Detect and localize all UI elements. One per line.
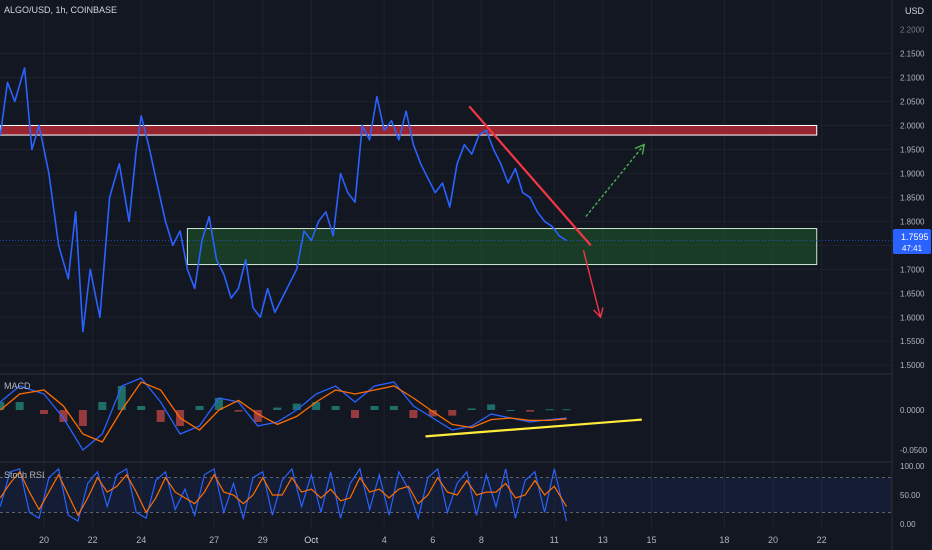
macd-histogram-bar [98,402,107,410]
macd-histogram-bar [487,404,496,410]
price-tick-label: 2.0500 [900,98,925,107]
macd-histogram-bar [0,402,5,410]
macd-panel[interactable] [0,377,642,451]
price-badge-background [893,229,931,254]
macd-histogram-bar [428,410,437,417]
bullish-arrow[interactable] [585,143,646,218]
bearish-arrow-shaft [582,249,602,318]
resistance-zone[interactable] [0,124,818,136]
price-tick-label: 2.1500 [900,50,925,59]
macd-histogram-bar [312,402,321,410]
time-tick-label: 8 [479,535,484,545]
price-tick-label: 2.1000 [900,74,925,83]
time-tick-label: 24 [136,535,146,545]
macd-histogram-bar [273,407,282,410]
stoch-rsi-label: Stoch RSI [4,470,45,480]
macd-histogram-bar [156,410,165,422]
stoch-tick-label: 0.00 [900,520,916,529]
price-tick-label: 1.6500 [900,289,925,298]
macd-signal-line[interactable] [0,381,567,443]
time-tick-label: 20 [768,535,778,545]
bearish-arrow-head [593,307,604,319]
time-tick-label: 27 [209,535,219,545]
time-tick-label: 18 [719,535,729,545]
macd-histogram-bar [78,410,87,426]
macd-histogram-bar [292,403,301,410]
time-tick-label: 6 [430,535,435,545]
price-tick-label: 1.5000 [900,361,925,370]
price-tick-label: 2.0000 [900,121,925,130]
time-tick-label: 11 [550,535,559,545]
stoch-tick-label: 50.00 [900,491,921,500]
descending-trendline[interactable] [468,105,592,247]
current-price: 1.7595 [901,232,929,242]
macd-histogram-bar [448,410,457,416]
price-tick-label: 1.5500 [900,337,925,346]
bullish-arrow-shaft [585,144,645,218]
price-badge: 1.7595 47:41 [893,229,931,254]
macd-histogram-bar [526,410,534,412]
macd-histogram-bar [389,406,398,410]
time-tick-label: 20 [39,535,49,545]
price-tick-label-top: 2.2000 [900,26,925,35]
macd-histogram-bar [234,410,243,412]
macd-histogram-bar [117,386,126,410]
time-tick-label: 4 [382,535,387,545]
time-tick-label: 15 [646,535,656,545]
price-tick-label: 1.6000 [900,313,925,322]
macd-histogram-bar [467,408,476,410]
macd-tick-label: -0.0500 [900,446,928,455]
stoch-tick-label: 100.00 [900,462,925,471]
macd-tick-label: 0.0000 [900,406,925,415]
macd-histogram-bar [137,406,146,410]
time-tick-label: 22 [88,535,98,545]
bearish-arrow[interactable] [582,249,604,319]
time-tick-label: 13 [598,535,608,545]
currency-label: USD [905,6,925,16]
macd-histogram-bar [506,410,515,411]
macd-label: MACD [4,381,31,391]
macd-line[interactable] [0,377,567,451]
macd-histogram-bar [331,406,340,410]
time-axis[interactable]: 20 22 24 27 29 Oct 4 6 8 11 13 15 18 20 22 [39,535,827,545]
support-zone[interactable] [186,228,818,266]
macd-histogram-bar [351,410,360,418]
price-tick-label: 1.7000 [900,265,925,274]
macd-histogram-bar [40,410,48,414]
macd-histogram-bar [214,398,223,410]
time-tick-label: 22 [817,535,827,545]
time-tick-label: Oct [304,535,319,545]
macd-histogram-bar [15,402,24,410]
macd-histogram-bar [562,409,571,411]
price-tick-label: 1.8000 [900,217,925,226]
bullish-arrow-head [634,143,646,155]
price-line[interactable] [0,67,567,333]
stoch-d-line[interactable] [0,470,568,517]
price-panel[interactable] [0,67,892,333]
macd-histogram-bar [195,406,204,410]
time-tick-label: 29 [258,535,268,545]
stoch-panel[interactable] [0,467,892,523]
price-axis[interactable]: 2.2000 2.1500 2.1000 2.0500 2.0000 1.9500 1.90… [900,26,928,529]
price-tick-label: 1.9500 [900,145,925,154]
macd-histogram-bar [545,409,554,411]
price-tick-label: 1.8500 [900,193,925,202]
price-tick-label: 1.9000 [900,169,925,178]
macd-histogram-bar [59,410,68,422]
symbol-title: ALGO/USD, 1h, COINBASE [4,5,117,15]
bullish-divergence-line[interactable] [425,418,642,438]
macd-histogram-bar [370,406,379,410]
macd-histogram-bar [253,410,262,422]
macd-histogram-bar [409,410,418,418]
bar-countdown: 47:41 [902,244,923,253]
